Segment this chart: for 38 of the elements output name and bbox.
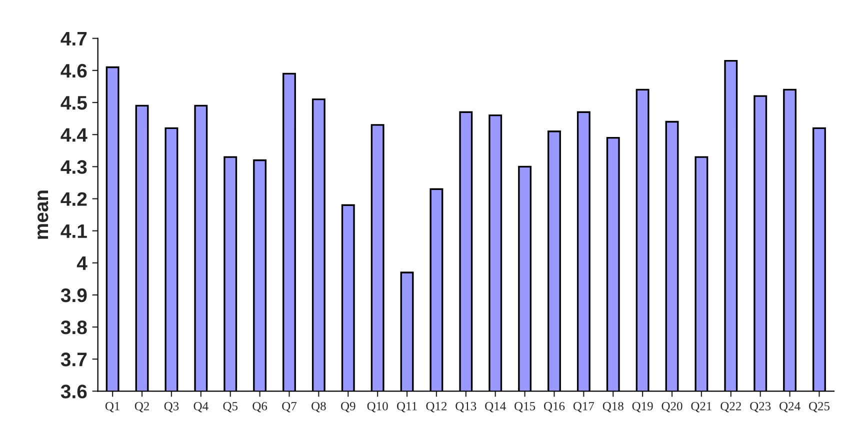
x-tick-label: Q16 <box>544 402 565 412</box>
y-tick-label: 3.6 <box>60 384 87 398</box>
x-tick-label: Q25 <box>808 402 830 412</box>
x-tick-label: Q9 <box>341 402 356 412</box>
y-tick-label: 4.7 <box>60 32 87 46</box>
x-tick-label: Q14 <box>485 402 506 412</box>
x-tick-label: Q4 <box>194 402 208 412</box>
y-tick-label: 4.1 <box>60 224 87 238</box>
x-tick-label: Q18 <box>602 402 624 412</box>
x-tick-label: Q10 <box>367 402 388 412</box>
x-tick-label: Q1 <box>105 402 120 412</box>
y-axis-title: mean <box>38 190 48 239</box>
x-tick-label: Q13 <box>456 402 476 412</box>
x-tick-label: Q19 <box>632 402 653 412</box>
x-tick-label: Q6 <box>252 402 268 412</box>
x-tick-label: Q3 <box>164 402 179 412</box>
y-tick-label: 4.5 <box>60 96 87 110</box>
x-tick-label: Q5 <box>223 402 238 412</box>
y-tick-label: 4.2 <box>60 192 87 206</box>
y-tick-label: 3.9 <box>60 288 87 302</box>
x-tick-label: Q20 <box>662 402 682 412</box>
y-tick-label: 4.4 <box>60 128 88 142</box>
x-tick-label: Q23 <box>750 402 771 412</box>
x-tick-label: Q2 <box>134 402 149 412</box>
y-tick-label: 4.3 <box>60 160 87 174</box>
x-tick-label: Q15 <box>514 402 536 412</box>
x-tick-label: Q21 <box>691 402 712 412</box>
y-tick-label: 4 <box>76 256 88 270</box>
x-tick-label: Q7 <box>282 402 297 412</box>
y-tick-label: 4.6 <box>60 64 87 78</box>
x-tick-label: Q22 <box>720 402 741 412</box>
x-tick-label: Q17 <box>573 402 594 412</box>
x-tick-label: Q8 <box>312 402 326 412</box>
y-tick-label: 3.8 <box>60 320 87 334</box>
x-tick-label: Q12 <box>426 402 447 412</box>
y-tick-label: 3.7 <box>60 352 87 366</box>
x-tick-label: Q24 <box>780 402 800 412</box>
x-tick-label: Q11 <box>397 402 417 412</box>
